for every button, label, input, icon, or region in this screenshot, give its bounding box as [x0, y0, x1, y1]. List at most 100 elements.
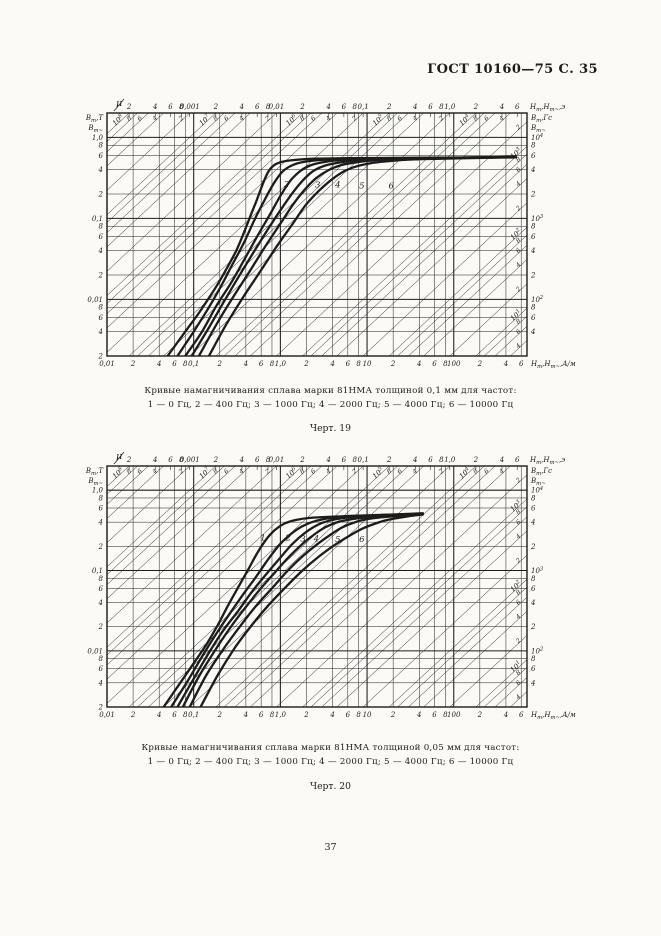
svg-text:2: 2: [386, 103, 392, 111]
svg-text:6: 6: [99, 665, 104, 673]
svg-text:6: 6: [342, 456, 347, 464]
svg-text:8: 8: [266, 456, 271, 464]
svg-text:2: 2: [217, 360, 223, 368]
svg-text:2: 2: [350, 468, 358, 477]
curve-5: [188, 513, 424, 707]
svg-text:Bm,Т: Bm,Т: [85, 114, 104, 124]
svg-text:6: 6: [531, 233, 536, 241]
svg-text:4: 4: [239, 456, 244, 464]
svg-text:0,01: 0,01: [269, 103, 285, 111]
svg-text:2: 2: [303, 711, 309, 719]
svg-text:8: 8: [356, 360, 361, 368]
svg-text:8: 8: [125, 115, 133, 123]
svg-text:6: 6: [531, 314, 536, 322]
svg-text:10: 10: [363, 711, 372, 719]
svg-text:2: 2: [263, 468, 271, 477]
svg-text:8: 8: [515, 318, 523, 326]
svg-text:2: 2: [177, 115, 185, 124]
svg-text:4: 4: [156, 360, 161, 368]
svg-text:4: 4: [329, 360, 334, 368]
svg-text:2: 2: [98, 353, 104, 361]
svg-text:2: 2: [473, 103, 479, 111]
svg-text:4: 4: [530, 247, 535, 255]
mu-diagonal-labels: 4681012468102246810324681042468105246810…: [111, 112, 523, 351]
svg-text:4: 4: [530, 679, 535, 687]
svg-text:106: 106: [284, 112, 299, 127]
svg-text:2: 2: [213, 103, 219, 111]
svg-text:6: 6: [396, 468, 404, 476]
svg-text:4: 4: [98, 679, 103, 687]
svg-text:2: 2: [130, 360, 136, 368]
svg-text:8: 8: [99, 223, 104, 231]
svg-text:4: 4: [329, 711, 334, 719]
svg-text:2: 2: [386, 456, 392, 464]
svg-text:6: 6: [432, 711, 437, 719]
svg-text:8: 8: [385, 115, 393, 123]
svg-text:6: 6: [168, 456, 173, 464]
svg-text:2: 2: [530, 272, 536, 280]
svg-text:0,01: 0,01: [87, 647, 103, 655]
svg-text:8: 8: [531, 142, 536, 150]
svg-text:4: 4: [325, 103, 330, 111]
svg-text:102: 102: [531, 647, 543, 656]
svg-text:0,1: 0,1: [92, 567, 103, 575]
svg-text:2: 2: [98, 623, 104, 631]
svg-text:2: 2: [126, 456, 132, 464]
svg-text:6: 6: [531, 152, 536, 160]
svg-text:8: 8: [515, 237, 523, 245]
svg-text:2: 2: [530, 623, 536, 631]
svg-text:2: 2: [530, 191, 536, 199]
svg-text:1,0: 1,0: [275, 711, 287, 719]
curve-label-4: 4: [313, 534, 319, 544]
svg-text:6: 6: [172, 360, 177, 368]
svg-text:6: 6: [255, 456, 260, 464]
svg-text:6: 6: [519, 711, 524, 719]
svg-text:4: 4: [98, 328, 103, 336]
svg-text:4: 4: [514, 342, 522, 351]
curves: [162, 512, 424, 707]
svg-text:4: 4: [243, 711, 248, 719]
svg-text:2: 2: [217, 711, 223, 719]
svg-text:8: 8: [352, 103, 357, 111]
svg-text:8: 8: [515, 509, 523, 517]
svg-text:2: 2: [530, 543, 536, 551]
svg-text:1,0: 1,0: [444, 456, 456, 464]
svg-text:4: 4: [325, 456, 330, 464]
svg-text:4: 4: [530, 519, 535, 527]
svg-text:4: 4: [324, 115, 332, 124]
curve-label-6: 6: [389, 181, 395, 191]
svg-text:4: 4: [239, 103, 244, 111]
svg-text:6: 6: [428, 103, 433, 111]
svg-text:4: 4: [98, 519, 103, 527]
svg-text:8: 8: [439, 456, 444, 464]
svg-text:4: 4: [498, 115, 506, 124]
svg-text:6: 6: [515, 599, 523, 607]
svg-text:2: 2: [98, 704, 104, 712]
curve-6: [207, 156, 517, 356]
plot-frame: [106, 465, 528, 708]
svg-text:104: 104: [457, 466, 472, 481]
curve-label-2: 2: [283, 180, 289, 190]
svg-text:8: 8: [212, 468, 220, 476]
svg-text:6: 6: [515, 166, 523, 174]
curve-2: [170, 512, 424, 707]
curve-label-3: 3: [300, 534, 305, 544]
curve-label-5: 5: [359, 181, 364, 191]
curve-label-4: 4: [334, 181, 340, 191]
chart-20: 4681012468102246810324681042468105246810…: [85, 451, 576, 721]
svg-text:4: 4: [514, 613, 522, 622]
svg-text:1,0: 1,0: [275, 360, 287, 368]
svg-text:8: 8: [356, 711, 361, 719]
svg-text:8: 8: [179, 456, 184, 464]
svg-text:105: 105: [371, 466, 386, 481]
svg-text:6: 6: [432, 360, 437, 368]
svg-text:10: 10: [363, 360, 372, 368]
svg-text:0,01: 0,01: [99, 711, 115, 719]
svg-text:Bm,Гс: Bm,Гс: [530, 467, 552, 477]
x-axis-top: μ 2 4 6 80,001 2 4 6 80,01 2 4 6 8 0,1 2 4 6 8 1,0 2 4 6 Hm,Hm…: [113, 98, 565, 117]
